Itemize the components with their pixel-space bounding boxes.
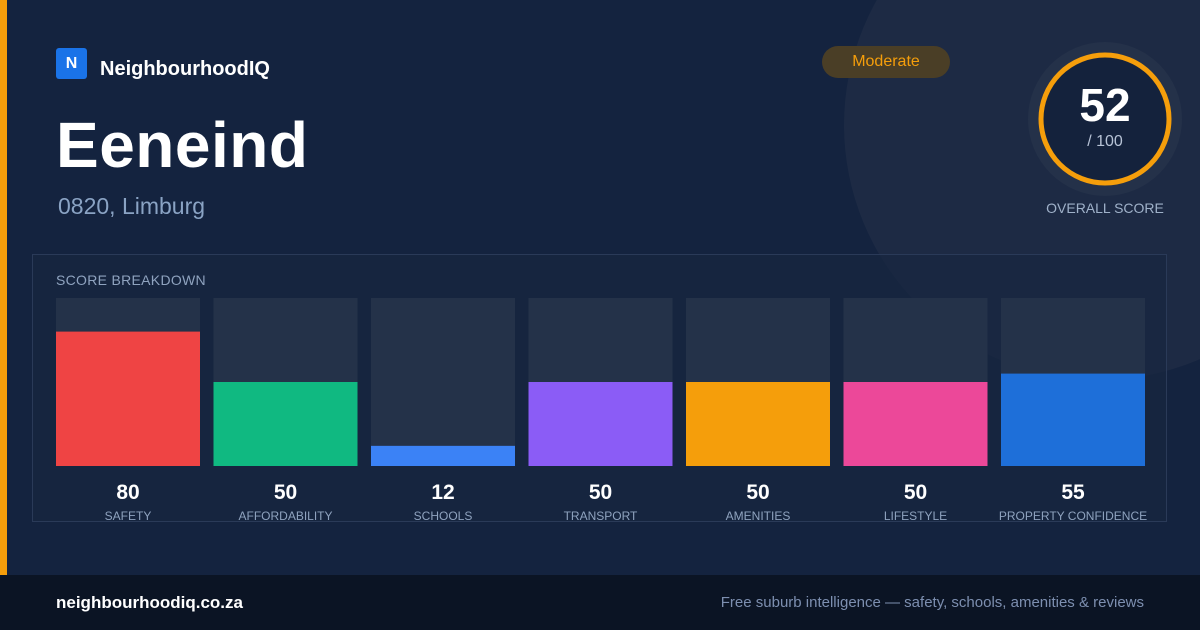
bar-category-label: AFFORDABILITY bbox=[238, 509, 332, 523]
footer-url-link[interactable]: neighbourhoodiq.co.za bbox=[56, 593, 243, 612]
suburb-title: Eeneind bbox=[56, 109, 309, 181]
accent-bar bbox=[0, 0, 7, 575]
brand: N NeighbourhoodIQ bbox=[56, 46, 270, 81]
bar-category-label: LIFESTYLE bbox=[884, 509, 947, 523]
bar-transport bbox=[528, 382, 673, 466]
bar-category-label: PROPERTY CONFIDENCE bbox=[999, 509, 1147, 523]
bar-safety bbox=[56, 331, 200, 466]
bar-category-label: SAFETY bbox=[105, 509, 152, 523]
bar-value-label: 80 bbox=[116, 481, 139, 504]
bar-amenities bbox=[686, 382, 830, 466]
bar-value-label: 50 bbox=[904, 481, 927, 504]
bar-category-label: AMENITIES bbox=[726, 509, 791, 523]
overall-score-max: / 100 bbox=[1087, 133, 1123, 150]
brand-name: NeighbourhoodIQ bbox=[100, 58, 270, 80]
overall-score-value: 52 bbox=[1079, 79, 1131, 131]
overall-score-gauge bbox=[1038, 52, 1172, 186]
bar-category-label: SCHOOLS bbox=[414, 509, 473, 523]
overall-score-ring: 52 / 100 bbox=[1028, 42, 1182, 196]
bar-track-2 bbox=[371, 298, 515, 466]
bar-property-confidence bbox=[1001, 373, 1145, 466]
footer: neighbourhoodiq.co.za Free suburb intell… bbox=[0, 575, 1200, 630]
bar-value-label: 50 bbox=[274, 481, 297, 504]
bar-category-label: TRANSPORT bbox=[564, 509, 638, 523]
bar-affordability bbox=[213, 382, 358, 466]
overall-score-caption: OVERALL SCORE bbox=[1046, 200, 1164, 216]
suburb-location: 0820, Limburg bbox=[58, 193, 206, 219]
score-breakdown-chart: 80 SAFETY 50 AFFORDABILITY 12 SCHOOLS 50 TRANSP… bbox=[56, 298, 1147, 523]
footer-tagline: Free suburb intelligence — safety, schoo… bbox=[720, 594, 1144, 611]
bar-value-label: 12 bbox=[431, 481, 454, 504]
bar-value-label: 50 bbox=[589, 481, 612, 504]
bar-value-label: 55 bbox=[1061, 481, 1085, 504]
bar-schools bbox=[371, 445, 515, 466]
bar-value-label: 50 bbox=[746, 481, 769, 504]
score-breakdown-panel: 80 SAFETY 50 AFFORDABILITY 12 SCHOOLS 50 TRANSP… bbox=[32, 254, 1167, 523]
bar-lifestyle bbox=[843, 382, 988, 466]
brand-logo-icon: N bbox=[56, 48, 87, 79]
rating-badge: Moderate bbox=[822, 46, 950, 78]
score-breakdown-title: SCORE BREAKDOWN bbox=[56, 272, 206, 288]
